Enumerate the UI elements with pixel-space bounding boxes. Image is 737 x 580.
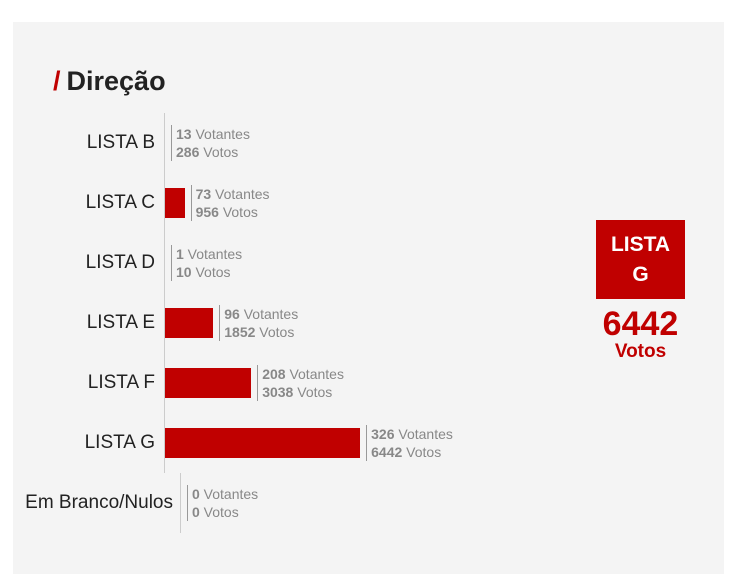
bar-row: Em Branco/Nulos 0 Votantes 0 Votos [13,473,258,533]
data-label: 326 Votantes 6442 Votos [366,425,453,461]
data-label: 13 Votantes 286 Votos [171,125,250,161]
data-label: 208 Votantes 3038 Votos [257,365,344,401]
data-label: 0 Votantes 0 Votos [187,485,258,521]
title-slash: / [53,66,61,96]
category-label: LISTA C [85,192,155,213]
data-label: 96 Votantes 1852 Votos [219,305,298,341]
bar-row: LISTA F 208 Votantes 3038 Votos [13,353,344,413]
data-label: 73 Votantes 956 Votos [190,185,270,221]
axis-line: 1 Votantes 10 Votos [164,233,242,293]
chart-title: / Direção [53,66,166,97]
winner-label: LISTA G [610,232,671,286]
axis-line: 208 Votantes 3038 Votos [164,353,344,413]
bar-row: LISTA C 73 Votantes 956 Votos [13,173,270,233]
axis-line: 13 Votantes 286 Votos [164,113,250,173]
data-label: 1 Votantes 10 Votos [171,245,242,281]
category-label: LISTA G [84,432,155,453]
axis-line: 73 Votantes 956 Votos [164,173,270,233]
winner-badge: LISTA G [596,220,685,299]
winner-votes-unit: Votos [614,341,667,362]
bar [165,308,214,338]
bar [165,428,361,458]
axis-line: 326 Votantes 6442 Votos [164,413,453,473]
category-label: LISTA B [86,132,155,153]
bar-row: LISTA G 326 Votantes 6442 Votos [13,413,453,473]
title-text: Direção [66,66,166,96]
winner-votes: 6442 Votos [573,306,708,362]
category-label: Em Branco/Nulos [25,492,173,513]
bar-row: LISTA D 1 Votantes 10 Votos [13,233,242,293]
axis-line: 96 Votantes 1852 Votos [164,293,298,353]
category-label: LISTA E [86,312,155,333]
chart-panel: / Direção LISTA B 13 Votantes 286 Votos LIST… [13,22,724,574]
axis-line: 0 Votantes 0 Votos [180,473,258,533]
bar [165,368,252,398]
category-label: LISTA F [87,372,155,393]
bar [165,188,185,218]
category-label: LISTA D [85,252,155,273]
winner-votes-number: 6442 [602,305,679,343]
bar-row: LISTA B 13 Votantes 286 Votos [13,113,250,173]
bar-row: LISTA E 96 Votantes 1852 Votos [13,293,298,353]
